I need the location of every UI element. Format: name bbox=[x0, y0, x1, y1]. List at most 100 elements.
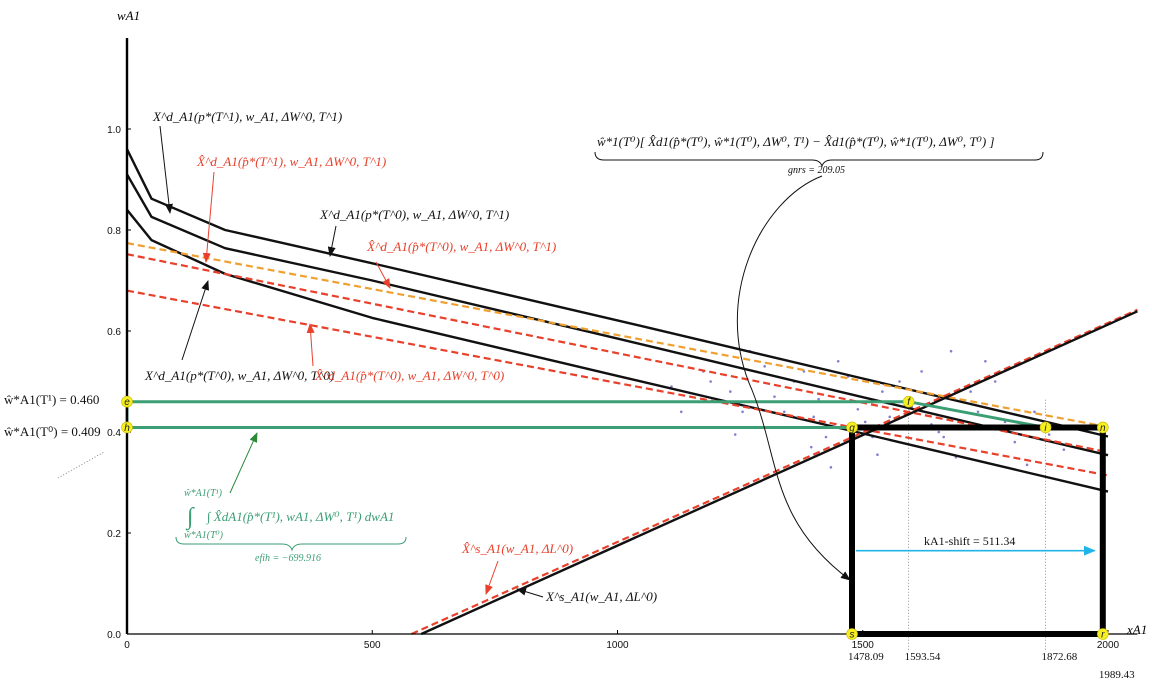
x-annotation-0: 1478.09 bbox=[848, 651, 884, 663]
efih-label: efih = −699.916 bbox=[255, 553, 321, 564]
scatter-point bbox=[993, 380, 997, 383]
axes-layer: 0.0 0.2 0.4 0.6 0.8 1.0 0 500 1000 1500 2000 bbox=[107, 38, 1138, 651]
label-xhat-s: X̂^s_A1(w_A1, ΔL^0) bbox=[461, 541, 573, 556]
point-f bbox=[902, 395, 915, 408]
series-line-1 bbox=[125, 173, 1109, 457]
x-tick-label: 500 bbox=[364, 640, 381, 651]
arrow-xhat-s bbox=[485, 560, 499, 595]
x-annotation-3: 1989.43 bbox=[1099, 669, 1135, 681]
y-tick-label: 0.4 bbox=[107, 428, 121, 439]
gnrs-expression: ŵ*1(T⁰)[ X̂d1(p̂*(T⁰), ŵ*1(T⁰), ΔW⁰, T¹)… bbox=[597, 134, 995, 149]
y-annotation-w0: ŵ*A1(T⁰) = 0.409 bbox=[4, 424, 101, 439]
scatter-point bbox=[763, 365, 766, 368]
y-tick-label: 1.0 bbox=[107, 125, 121, 136]
grid-layer: 1478.09 1593.54 1872.68 1989.43 bbox=[848, 399, 1135, 681]
scatter-point bbox=[829, 466, 833, 469]
x-tick-label: 1500 bbox=[852, 640, 875, 651]
point-label-h: h bbox=[124, 423, 130, 434]
scatter-point bbox=[888, 415, 892, 419]
scatter-point bbox=[782, 410, 786, 414]
efih-expression: ∫ X̂dA1(p̂*(T¹), wA1, ΔW⁰, T¹) dwA1 bbox=[206, 509, 394, 525]
shift-rectangle bbox=[849, 424, 1106, 637]
x-annotation-1: 1593.54 bbox=[905, 651, 941, 663]
point-label-n: n bbox=[1100, 423, 1106, 434]
label-xd-p1-t1: X^d_A1(p*(T^1), w_A1, ΔW^0, T^1) bbox=[152, 109, 342, 124]
y-annotation-w1: ŵ*A1(T¹) = 0.460 bbox=[4, 392, 99, 407]
point-e bbox=[121, 395, 133, 408]
scatter-point bbox=[773, 395, 776, 398]
y-tick-label: 0.8 bbox=[107, 226, 121, 237]
scatter-point bbox=[863, 420, 867, 424]
point-n bbox=[1097, 421, 1109, 434]
point-label-f: f bbox=[907, 397, 911, 408]
scatter-point bbox=[1047, 433, 1051, 436]
rectangle-layer bbox=[849, 424, 1106, 637]
scatter-point bbox=[812, 415, 815, 419]
arrow-xd-p1-t1 bbox=[159, 125, 173, 214]
scatter-point bbox=[836, 360, 840, 363]
series-line-3 bbox=[126, 242, 1109, 429]
scatter-point bbox=[976, 410, 980, 414]
scatter-point bbox=[733, 433, 737, 436]
gnrs-arrow bbox=[736, 175, 851, 581]
point-label-s: s bbox=[850, 630, 855, 641]
x-annotation-2: 1872.68 bbox=[1042, 651, 1078, 663]
y-axis-label: wA1 bbox=[117, 8, 140, 23]
scatter-point bbox=[741, 410, 744, 414]
scatter-point bbox=[920, 370, 923, 373]
scatter-point bbox=[809, 445, 813, 449]
scatter-point bbox=[856, 407, 860, 411]
scatter-point bbox=[1013, 440, 1017, 444]
arrow-xhat-p0-t0 bbox=[306, 323, 315, 367]
series-line-7 bbox=[420, 310, 1138, 636]
scatter-point bbox=[1062, 448, 1066, 451]
series-line-0 bbox=[125, 148, 1109, 438]
efih-brace bbox=[175, 536, 407, 552]
arrow-xhat-p0-t1 bbox=[375, 261, 391, 289]
y-tick-label: 0.6 bbox=[107, 327, 121, 338]
point-g bbox=[846, 421, 858, 434]
point-r bbox=[1097, 628, 1109, 640]
x-tick-label: 2000 bbox=[1097, 640, 1120, 651]
scatter-point bbox=[1033, 410, 1036, 414]
points-layer: e h f g i n s r bbox=[121, 395, 1109, 641]
y-tick-label: 0.2 bbox=[107, 529, 121, 540]
efih-integral-sign: ∫ bbox=[185, 504, 195, 531]
scatter-point bbox=[1025, 463, 1029, 467]
efih-arrow bbox=[229, 432, 258, 494]
scatter-point bbox=[709, 380, 712, 383]
point-h bbox=[121, 421, 133, 434]
point-label-i: i bbox=[1044, 423, 1047, 434]
gnrs-brace bbox=[594, 151, 1044, 168]
gnrs-label: gnrs = 209.05 bbox=[788, 165, 845, 176]
series-line-4 bbox=[126, 253, 1109, 454]
arrow-xhat-p1-t1 bbox=[202, 171, 215, 263]
scatter-point bbox=[817, 397, 820, 401]
scatter-point bbox=[679, 410, 683, 414]
point-s bbox=[846, 628, 858, 640]
x-axis-label: xA1 bbox=[1126, 622, 1147, 637]
scatter-point bbox=[876, 453, 879, 457]
scatter-point bbox=[949, 349, 953, 353]
scatter-point bbox=[898, 380, 901, 383]
arrow-xd-p0-t1 bbox=[327, 225, 337, 257]
x-tick-label: 0 bbox=[124, 640, 130, 651]
scatter-point bbox=[881, 390, 884, 393]
point-label-e: e bbox=[124, 397, 130, 408]
scatter-point bbox=[824, 435, 828, 439]
label-xs: X^s_A1(w_A1, ΔL^0) bbox=[545, 589, 657, 604]
y-tick-label: 0.0 bbox=[107, 630, 121, 641]
series-line-5 bbox=[126, 289, 1109, 477]
efih-lower-limit: ŵ*A1(T⁰) bbox=[184, 530, 224, 541]
point-i bbox=[1039, 421, 1052, 434]
scatter-point bbox=[984, 360, 987, 363]
series-line-2 bbox=[126, 209, 1109, 493]
series-line-6 bbox=[411, 308, 1138, 636]
series-layer bbox=[125, 148, 1138, 636]
label-xd-p0-t0: X^d_A1(p*(T^0), w_A1, ΔW^0, T^0) bbox=[144, 368, 334, 383]
scatter-point bbox=[942, 435, 945, 439]
label-xhat-p0-t0: X̂^d_A1(p̂*(T^0), w_A1, ΔW^0, T^0) bbox=[314, 368, 504, 383]
scatter-point bbox=[969, 390, 972, 393]
scatter-point bbox=[729, 390, 732, 393]
